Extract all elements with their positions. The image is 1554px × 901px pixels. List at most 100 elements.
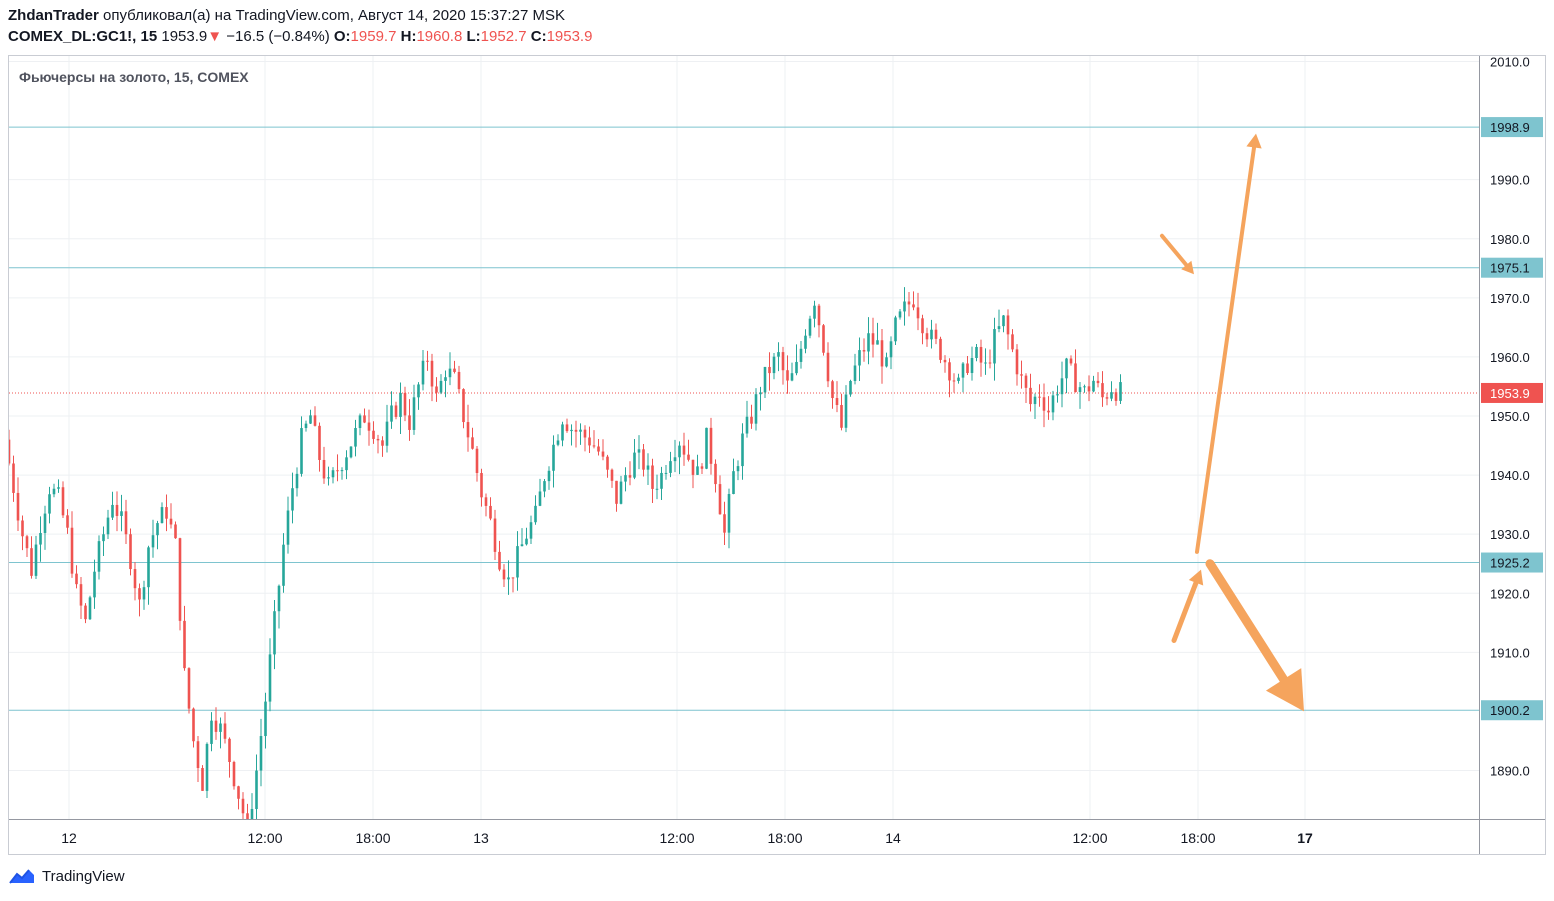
candle-body (903, 301, 906, 312)
candle-body (336, 470, 339, 472)
candle-body (637, 449, 641, 453)
y-tick-label: 1980.0 (1490, 232, 1530, 247)
candle-body (241, 798, 245, 814)
x-tick-label: 18:00 (355, 830, 390, 846)
candle-body (894, 317, 897, 342)
y-tick-label: 1890.0 (1490, 764, 1530, 779)
candle-body (52, 488, 56, 495)
horizontal-levels (9, 126, 1479, 711)
candle-body (853, 365, 857, 381)
candle-body (1006, 315, 1010, 335)
candle-body (502, 569, 506, 580)
candle-body (660, 472, 663, 489)
candle-body (462, 389, 465, 423)
candle-body (687, 454, 690, 460)
candle-body (561, 424, 564, 441)
x-tick-label: 12 (61, 830, 77, 846)
candle-body (570, 429, 573, 432)
y-tick-label: 1930.0 (1490, 527, 1530, 542)
symbol-name[interactable]: COMEX_DL:GC1!, 15 (8, 28, 158, 45)
candle-body (318, 425, 321, 460)
candle-body (277, 585, 281, 612)
last-price-text: 1953.9 (161, 28, 208, 45)
candle-body (169, 518, 173, 525)
candle-body (489, 505, 492, 519)
candle-body (412, 397, 416, 430)
candle-body (727, 494, 731, 533)
time-axis[interactable]: 12 12:00 18:00 13 12:00 18:00 14 12:00 18:00 17 (61, 830, 1313, 846)
close-label: C: (530, 28, 547, 45)
low-label: L: (466, 28, 481, 45)
candle-body (723, 514, 726, 533)
close-value: 1953.9 (546, 28, 593, 45)
candle-body (43, 513, 47, 533)
candle-body (300, 428, 303, 474)
candle-body (628, 475, 632, 478)
candle-body (808, 318, 812, 336)
price-axis[interactable]: 2010.0 1990.0 1980.0 1970.0 1960.0 1950.0 1940… (1481, 55, 1543, 779)
candle-body (457, 371, 461, 390)
candle-body (66, 515, 69, 528)
candle-body (1024, 375, 1028, 388)
publish-info: ZhdanTrader опубликовал(а) на TradingVie… (8, 6, 592, 26)
candle-body (417, 384, 420, 398)
candle-body (93, 571, 96, 598)
candle-body (646, 465, 650, 470)
candle-body (1069, 358, 1073, 364)
candle-body (106, 517, 110, 535)
x-tick-label: 18:00 (1180, 830, 1215, 846)
candle-body (178, 538, 182, 621)
candle-body (871, 333, 875, 345)
candle-body (34, 544, 38, 576)
candle-body (354, 428, 357, 447)
candle-body (165, 507, 168, 519)
candle-body (867, 333, 870, 352)
candle-body (993, 329, 996, 364)
candle-body (70, 527, 74, 574)
candle-body (525, 538, 528, 545)
forecast-arrow-shaft (1171, 580, 1199, 644)
candle-body (943, 359, 947, 363)
candle-body (295, 473, 299, 489)
candle-body (1096, 380, 1100, 384)
candle-body (9, 439, 11, 464)
candle-body (12, 463, 15, 493)
candle-body (556, 440, 560, 445)
forecast-arrow-head (1188, 569, 1204, 586)
candle-body (898, 311, 902, 318)
candle-body (322, 459, 326, 479)
candle-body (115, 504, 119, 516)
level-price-label: 1998.9 (1490, 120, 1530, 135)
candle-body (48, 494, 51, 514)
candle-body (826, 352, 830, 382)
level-price-badge (1481, 552, 1543, 573)
open-label: O: (333, 28, 351, 45)
candle-body (282, 544, 285, 586)
author-name[interactable]: ZhdanTrader (8, 7, 99, 24)
candle-body (745, 416, 749, 434)
candles (9, 287, 1122, 819)
candle-body (714, 463, 717, 485)
candle-body (790, 373, 794, 381)
candle-body (39, 532, 42, 545)
candle-body (516, 546, 519, 578)
candle-body (223, 723, 227, 739)
candle-body (925, 333, 929, 340)
candle-body (156, 523, 159, 536)
candle-body (435, 386, 438, 393)
candle-body (696, 466, 699, 475)
candle-body (552, 444, 555, 471)
y-tick-label: 1950.0 (1490, 409, 1530, 424)
candle-body (84, 605, 87, 620)
candle-body (849, 380, 852, 395)
candle-body (1038, 396, 1041, 398)
footer-brand[interactable]: TradingView (8, 866, 125, 886)
candle-body (430, 360, 434, 387)
candle-body (1074, 363, 1077, 393)
candle-body (16, 492, 20, 521)
symbol-info: COMEX_DL:GC1!, 15 1953.9▼ −16.5 (−0.84%)… (8, 26, 592, 48)
candle-body (1020, 374, 1023, 376)
candle-body (912, 304, 915, 308)
candle-body (475, 448, 479, 474)
